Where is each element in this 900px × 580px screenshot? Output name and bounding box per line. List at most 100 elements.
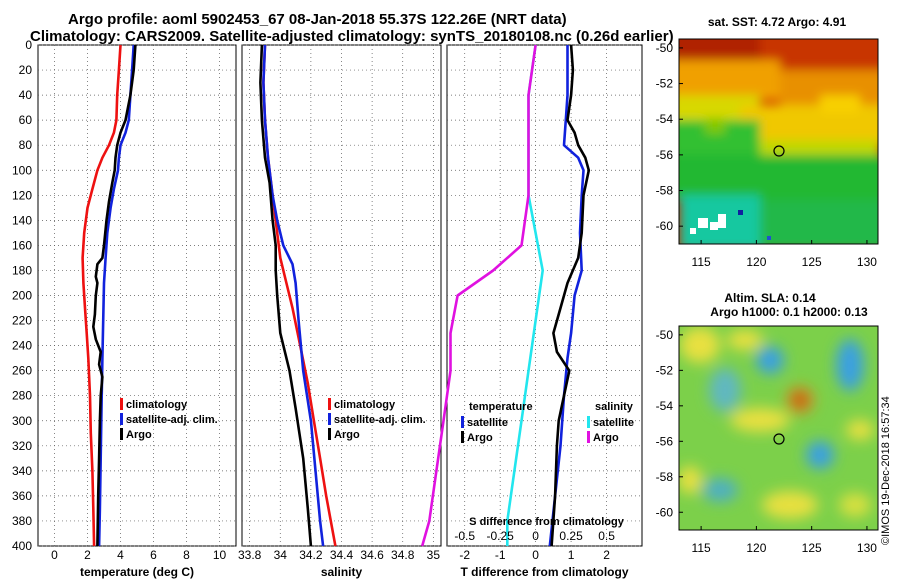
- y-tick-label: 340: [12, 464, 32, 478]
- legend-label: climatology: [334, 399, 396, 411]
- x-tick-label: 8: [183, 548, 190, 562]
- series-line-t-argo: [550, 44, 591, 547]
- x-tick-label: 115: [692, 541, 711, 555]
- series-line-argo: [92, 44, 137, 547]
- x-tick-label-top: -0.5: [454, 529, 475, 543]
- x-tick-label: 120: [746, 541, 766, 555]
- x-tick-label-top: 0.25: [559, 529, 583, 543]
- legend-label: satellite: [467, 417, 508, 429]
- legend-label: satellite-adj. clim.: [334, 414, 426, 426]
- legend-label: Argo: [126, 429, 152, 441]
- legend-swatch: [120, 428, 123, 440]
- x-tick-label: 34.2: [299, 548, 323, 562]
- y-tick-label: 120: [12, 188, 32, 202]
- legend-label: Argo: [334, 429, 360, 441]
- x-tick-label: -1: [495, 548, 506, 562]
- difference-panel: -2 -1 0 1 2 T difference from climatology temp…: [420, 44, 643, 579]
- series-line-s-argo: [420, 44, 537, 547]
- legend-swatch: [328, 398, 331, 410]
- series-line-satellite-adj-clim-: [262, 44, 325, 547]
- sst-map-axes: 115 120 125 130 -50 -52 -54 -56 -58 -60: [656, 41, 878, 269]
- y-tick-label: -58: [656, 470, 674, 484]
- series-line-t-satellite: [548, 45, 585, 547]
- y-tick-label: 260: [12, 364, 32, 378]
- y-tick-label: -52: [656, 363, 674, 377]
- x-tick-label: 4: [117, 548, 124, 562]
- y-tick-label: 360: [12, 489, 32, 503]
- x-tick-label-top: -0.25: [487, 529, 515, 543]
- x-axis-label-top: S difference from climatology: [469, 516, 625, 528]
- x-tick-label: 0: [532, 548, 539, 562]
- y-tick-label: 240: [12, 339, 32, 353]
- x-tick-label: 35: [427, 548, 441, 562]
- x-tick-label: 34.6: [360, 548, 384, 562]
- y-tick-label: 140: [12, 213, 32, 227]
- x-axis-label: salinity: [321, 565, 363, 579]
- y-tick-label: -56: [656, 148, 674, 162]
- sst-argo-location-marker: [773, 145, 785, 157]
- salinity-panel: 33.8 34 34.2 34.4 34.6 34.8 35 salinity climatol…: [238, 44, 442, 579]
- figure-title-line2: Climatology: CARS2009. Satellite-adjuste…: [30, 28, 674, 45]
- x-tick-label: 1: [568, 548, 575, 562]
- sla-map: [679, 326, 878, 530]
- legend-label: climatology: [126, 399, 188, 411]
- y-tick-label: -50: [656, 328, 674, 342]
- legend-label: Argo: [593, 432, 619, 444]
- x-tick-label: 125: [802, 541, 822, 555]
- x-tick-label: 115: [692, 255, 711, 269]
- series-line-climatology: [81, 44, 122, 547]
- y-tick-label: 20: [19, 63, 33, 77]
- legend-title-salinity: salinity: [595, 401, 634, 413]
- y-tick-label: -56: [656, 434, 674, 448]
- y-tick-label: 220: [12, 314, 32, 328]
- legend-swatch: [120, 413, 123, 425]
- legend-title-temperature: temperature: [469, 401, 533, 413]
- legend-swatch: [587, 416, 590, 428]
- y-tick-label: 0: [25, 38, 32, 52]
- x-tick-label: 130: [857, 255, 877, 269]
- x-tick-label: 120: [746, 255, 766, 269]
- sla-map-subtitle: Argo h1000: 0.1 h2000: 0.13: [710, 305, 868, 319]
- y-tick-label: 80: [19, 138, 33, 152]
- x-axis-label: T difference from climatology: [460, 565, 628, 579]
- x-tick-label: 2: [84, 548, 91, 562]
- imos-watermark: ©IMOS 19-Dec-2018 16:57:34: [880, 396, 892, 545]
- y-tick-label: 200: [12, 289, 32, 303]
- legend-label: Argo: [467, 432, 493, 444]
- x-tick-label: -2: [459, 548, 470, 562]
- x-tick-label: 34: [274, 548, 288, 562]
- x-axis-label: temperature (deg C): [80, 565, 194, 579]
- legend-swatch: [461, 416, 464, 428]
- y-tick-label: -54: [656, 399, 674, 413]
- x-tick-label-top: 0: [532, 529, 539, 543]
- y-tick-label: 60: [19, 113, 33, 127]
- y-tick-label: -60: [656, 505, 674, 519]
- y-tick-label: 160: [12, 238, 32, 252]
- sla-argo-location-marker: [773, 433, 785, 445]
- y-tick-label: -50: [656, 41, 674, 55]
- figure-title-line1: Argo profile: aoml 5902453_67 08-Jan-201…: [68, 11, 567, 28]
- y-tick-label: 180: [12, 263, 32, 277]
- y-tick-label: 320: [12, 439, 32, 453]
- plot-frame: [241, 44, 442, 547]
- x-tick-label: 33.8: [238, 548, 262, 562]
- sst-map: [679, 39, 878, 244]
- x-tick-label: 0: [51, 548, 58, 562]
- y-tick-label: 400: [12, 539, 32, 553]
- y-tick-label: 280: [12, 389, 32, 403]
- y-tick-label: 40: [19, 88, 33, 102]
- legend-label: satellite: [593, 417, 634, 429]
- sla-map-title: Altim. SLA: 0.14: [724, 291, 816, 305]
- y-tick-label: -52: [656, 77, 674, 91]
- y-tick-label: -60: [656, 219, 674, 233]
- x-tick-label: 10: [213, 548, 227, 562]
- temperature-panel: 0204060801001201401601802002202402602803…: [12, 38, 237, 579]
- legend-swatch: [120, 398, 123, 410]
- legend-swatch: [328, 428, 331, 440]
- x-tick-label: 6: [150, 548, 157, 562]
- legend-label: satellite-adj. clim.: [126, 414, 218, 426]
- legend-swatch: [461, 431, 464, 443]
- y-tick-label: -54: [656, 112, 674, 126]
- x-tick-label-top: 0.5: [598, 529, 615, 543]
